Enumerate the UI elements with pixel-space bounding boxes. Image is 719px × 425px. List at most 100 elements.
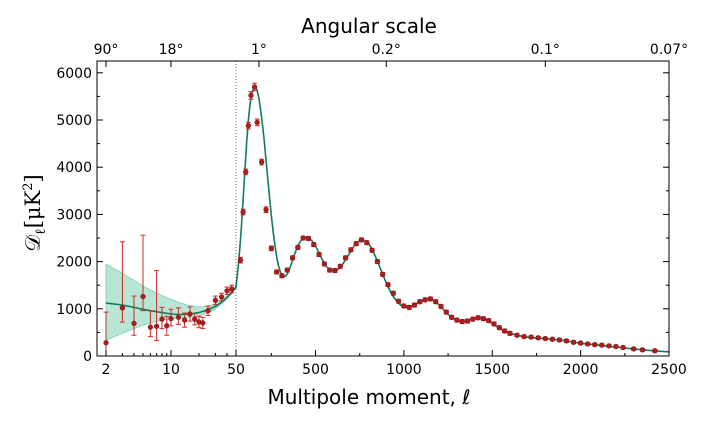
data-point [131, 295, 137, 336]
data-point [240, 208, 246, 216]
data-point [501, 328, 508, 334]
y-axis-title-sub: ℓ [33, 228, 49, 235]
data-marker [443, 309, 449, 315]
data-point [321, 261, 328, 267]
data-point [570, 339, 577, 345]
data-point [470, 316, 476, 322]
top-tick-label: 0.2° [372, 42, 401, 58]
data-marker [243, 169, 249, 175]
x-tick-label: 2 [102, 362, 111, 378]
data-marker [401, 303, 407, 309]
x-axis-title: Multipole moment, ℓ [267, 385, 470, 409]
y-tick-label: 6000 [56, 66, 92, 82]
y-axis-title-main: 𝒟 [21, 235, 45, 252]
data-point [229, 284, 235, 294]
data-point [332, 267, 338, 274]
y-tick-label: 5000 [56, 113, 92, 129]
data-point [254, 118, 260, 127]
data-marker [268, 245, 274, 252]
data-marker [631, 346, 637, 352]
data-point [205, 305, 211, 316]
data-marker [613, 343, 619, 350]
data-marker [248, 92, 254, 99]
y-tick-label: 2000 [56, 255, 92, 271]
top-tick-label: 1° [251, 42, 267, 58]
data-marker [212, 297, 219, 303]
data-marker [486, 317, 492, 324]
data-marker [164, 323, 170, 329]
data-point [147, 310, 154, 338]
data-marker [606, 343, 612, 349]
data-point [599, 342, 605, 348]
x-tick-label: 10 [162, 362, 180, 378]
x-tick-label: 1500 [474, 362, 510, 378]
data-marker [187, 311, 193, 317]
data-point [592, 342, 598, 348]
data-point [374, 258, 381, 265]
data-point [549, 336, 556, 342]
data-point [187, 306, 193, 322]
data-point [181, 312, 188, 328]
data-marker [470, 316, 476, 322]
data-point [491, 321, 497, 327]
data-marker [369, 247, 375, 253]
data-point [613, 343, 619, 350]
y-tick-label: 1000 [56, 302, 92, 318]
data-point [556, 337, 563, 343]
data-marker [159, 316, 165, 322]
data-point [652, 348, 658, 354]
x-tick-label: 1000 [386, 362, 422, 378]
data-point [385, 282, 391, 288]
data-marker [464, 318, 471, 324]
y-axis-title-close: ] [21, 174, 45, 182]
data-marker [542, 335, 548, 342]
data-marker [168, 316, 174, 322]
top-tick-label: 0.07° [650, 42, 688, 58]
data-marker [358, 237, 365, 243]
data-marker [592, 342, 598, 348]
data-marker [140, 293, 146, 300]
y-tick-label: 3000 [56, 207, 92, 223]
data-marker [254, 119, 260, 126]
data-marker [353, 241, 359, 247]
data-point [212, 295, 219, 306]
data-marker [305, 235, 312, 242]
y-axis-title-sup: 2 [21, 182, 36, 190]
data-marker [501, 328, 508, 334]
x-tick-label: 2000 [563, 362, 599, 378]
y-axis-title: 𝒟ℓ[μK2] [21, 174, 49, 252]
data-point [620, 344, 626, 351]
data-point [448, 314, 455, 320]
data-point [433, 299, 439, 305]
data-point [454, 317, 460, 323]
data-point [395, 298, 402, 304]
data-marker [570, 339, 577, 345]
data-marker [205, 308, 211, 314]
data-marker [563, 338, 570, 344]
y-tick-label: 4000 [56, 160, 92, 176]
data-marker [390, 290, 396, 296]
data-marker [528, 334, 534, 340]
data-marker [181, 317, 188, 323]
data-point [631, 346, 637, 352]
data-marker [103, 340, 109, 346]
data-point [411, 302, 418, 308]
data-marker [639, 347, 646, 353]
data-marker [395, 298, 402, 304]
data-marker [427, 296, 434, 302]
data-marker [549, 336, 556, 342]
data-point [542, 335, 548, 342]
data-marker [448, 314, 455, 320]
data-point [119, 241, 126, 323]
data-marker [406, 304, 412, 311]
data-point [251, 82, 258, 92]
data-marker [417, 299, 423, 305]
data-marker [475, 315, 481, 321]
data-point [606, 343, 612, 349]
data-marker [153, 323, 160, 329]
y-axis-title-unit: [μK [21, 190, 45, 228]
data-marker [147, 324, 154, 330]
data-marker [218, 294, 225, 300]
data-point [369, 247, 375, 253]
